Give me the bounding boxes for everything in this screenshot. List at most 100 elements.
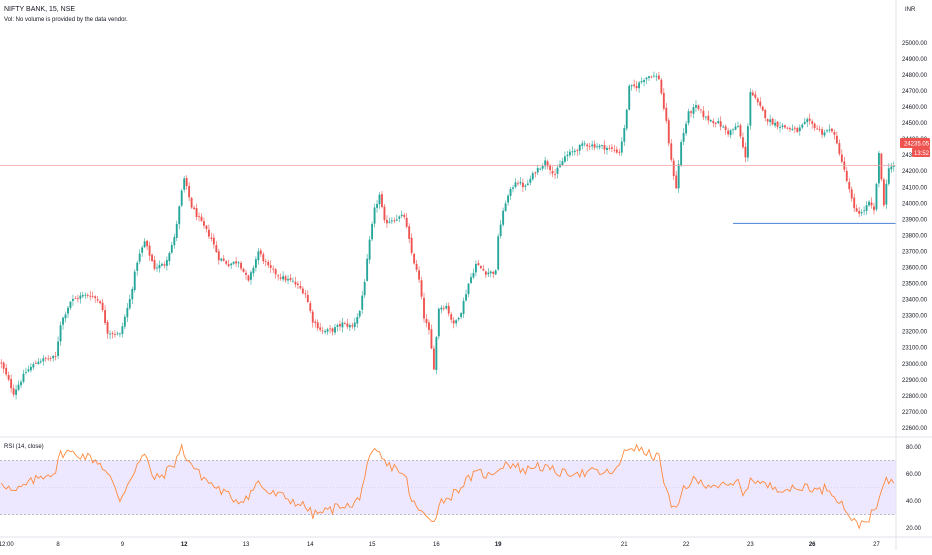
- candle-body: [284, 276, 287, 281]
- candle-body: [227, 264, 230, 267]
- candle-body: [10, 379, 13, 389]
- candle-body: [630, 85, 633, 87]
- candle-body: [289, 278, 292, 281]
- candle-body: [643, 80, 645, 82]
- candle-body: [99, 301, 102, 304]
- candle-body: [685, 123, 688, 134]
- candle-body: [571, 151, 574, 153]
- candle-body: [610, 147, 613, 149]
- candle-body: [203, 221, 205, 226]
- candle-body: [573, 150, 576, 153]
- candle-body: [838, 143, 841, 154]
- candle-body: [672, 160, 675, 176]
- candle-body: [180, 190, 183, 206]
- candle-body: [472, 272, 475, 278]
- candle-body: [655, 76, 658, 78]
- candle-body: [534, 172, 537, 174]
- candle-body: [232, 261, 235, 264]
- candle-body: [882, 179, 885, 206]
- candle-body: [222, 258, 225, 261]
- candle-body: [835, 135, 838, 144]
- candle-body: [717, 121, 720, 124]
- candle-body: [225, 261, 228, 264]
- candle-body: [89, 295, 92, 297]
- candle-body: [220, 258, 223, 261]
- candle-body: [608, 147, 611, 149]
- candle-body: [324, 331, 327, 333]
- candle-body: [423, 297, 425, 319]
- candle-body: [131, 288, 134, 300]
- candle-body: [677, 164, 680, 189]
- candle-body: [348, 325, 351, 328]
- candle-body: [94, 296, 97, 299]
- candle-body: [193, 207, 196, 210]
- candle-body: [615, 149, 618, 153]
- candle-body: [704, 116, 707, 118]
- candle-body: [168, 252, 171, 262]
- candle-body: [126, 307, 129, 318]
- candle-body: [57, 341, 60, 357]
- candle-body: [420, 280, 423, 297]
- candle-body: [635, 85, 638, 89]
- candle-body: [190, 197, 193, 208]
- candle-body: [76, 298, 79, 300]
- candle-body: [855, 208, 858, 212]
- time-tick-label: 23: [747, 542, 754, 548]
- symbol-title: NIFTY BANK, 15, NSE: [4, 6, 75, 13]
- candle-body: [331, 328, 334, 332]
- candle-body: [774, 122, 777, 126]
- candle-body: [531, 173, 534, 180]
- candle-body: [667, 120, 670, 144]
- price-tick-label: 24500.00: [902, 121, 928, 127]
- candle-body: [74, 298, 77, 299]
- candle-body: [529, 178, 532, 183]
- time-tick-label: 22: [683, 542, 690, 548]
- candle-body: [52, 355, 55, 359]
- rsi-tick-label: 40.00: [906, 499, 922, 505]
- price-tick-label: 23500.00: [902, 282, 928, 288]
- candle-body: [566, 154, 569, 157]
- candle-body: [826, 130, 828, 132]
- candle-body: [675, 175, 678, 189]
- candle-body: [296, 283, 299, 286]
- candle-body: [598, 145, 601, 148]
- candle-body: [482, 268, 485, 271]
- currency-label: INR: [905, 7, 916, 13]
- candle-body: [378, 194, 381, 205]
- candle-body: [885, 183, 888, 205]
- candle-body: [697, 105, 700, 109]
- candle-body: [737, 126, 739, 128]
- candle-body: [123, 316, 126, 327]
- candle-body: [813, 123, 816, 129]
- candle-body: [549, 165, 552, 171]
- candle-body: [477, 263, 480, 266]
- candle-body: [556, 167, 559, 174]
- candle-body: [709, 119, 712, 122]
- candle-body: [237, 262, 240, 264]
- candle-body: [474, 263, 477, 273]
- candle-body: [79, 295, 82, 299]
- candle-body: [388, 221, 391, 223]
- candle-body: [554, 174, 556, 175]
- candle-body: [146, 240, 149, 247]
- price-tick-label: 23700.00: [902, 249, 928, 255]
- candle-body: [163, 264, 166, 266]
- candle-body: [432, 348, 435, 370]
- candle-body: [578, 144, 581, 151]
- candle-body: [12, 388, 15, 395]
- candle-body: [702, 110, 705, 118]
- candle-body: [64, 314, 67, 319]
- candle-body: [156, 267, 158, 269]
- candle-body: [428, 322, 430, 330]
- candle-body: [873, 206, 875, 211]
- candle-body: [7, 375, 10, 380]
- candle-body: [640, 81, 643, 83]
- candle-body: [358, 310, 361, 317]
- candle-body: [346, 323, 349, 327]
- candle-body: [887, 168, 890, 184]
- rsi-pane[interactable]: [0, 443, 896, 530]
- candle-body: [106, 322, 109, 334]
- price-pane[interactable]: [0, 71, 897, 400]
